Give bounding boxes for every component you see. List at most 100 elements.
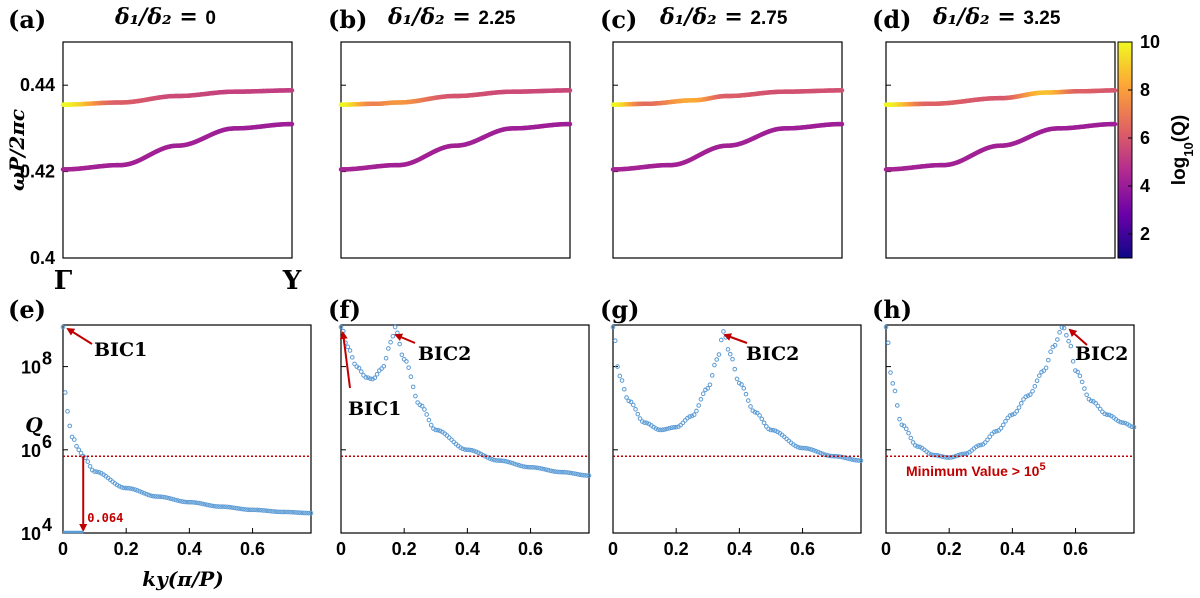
- q-data-point: [579, 472, 585, 478]
- q-data-point: [559, 469, 565, 475]
- panel-label-a: (a): [8, 5, 46, 34]
- q-data-point: [1043, 365, 1049, 371]
- q-data-point: [541, 466, 547, 472]
- q-data-point: [978, 442, 983, 448]
- q-data-point: [471, 448, 477, 454]
- q-data-point: [426, 417, 432, 423]
- colorbar: [1117, 41, 1133, 259]
- q-data-point: [374, 371, 380, 377]
- x-tick-label: 0.6: [240, 539, 265, 559]
- q-data-point: [164, 495, 170, 500]
- q-data-point: [994, 428, 999, 434]
- q-data-point: [510, 460, 515, 466]
- q-data-point: [809, 447, 814, 452]
- q-data-point: [584, 473, 590, 478]
- panel-label-f: (f): [328, 295, 361, 324]
- q-data-point: [743, 391, 749, 397]
- q-data-point: [624, 395, 629, 400]
- q-data-point: [917, 444, 923, 450]
- q-data-point: [85, 459, 91, 464]
- q-data-point: [730, 356, 735, 362]
- q-data-point: [523, 464, 529, 470]
- q-data-point: [1057, 330, 1062, 335]
- panel-label-e: (e): [8, 295, 46, 324]
- panel-label-h: (h): [872, 295, 912, 324]
- q-data-point: [496, 458, 502, 463]
- q-data-point: [748, 404, 753, 409]
- q-data-point: [1093, 400, 1098, 406]
- q-data-point: [566, 470, 572, 475]
- q-data-point: [822, 452, 828, 457]
- q-data-point: [764, 424, 769, 429]
- q-data-point: [894, 403, 900, 408]
- q-data-point: [612, 338, 618, 344]
- band-panel-c: [610, 41, 845, 259]
- q-data-point: [653, 426, 659, 431]
- q-data-point: [117, 483, 122, 489]
- q-data-point: [171, 497, 176, 502]
- q-data-point: [482, 454, 488, 459]
- q-data-point: [1075, 369, 1080, 375]
- q-data-point: [577, 472, 583, 478]
- q-data-point: [128, 486, 133, 491]
- q-data-point: [78, 450, 84, 456]
- q-data-point: [851, 457, 857, 463]
- q-data-point: [71, 437, 77, 442]
- q-data-point: [279, 509, 284, 515]
- q-data-point: [505, 459, 511, 465]
- q-data-point: [123, 485, 129, 491]
- q-data-point: [696, 403, 701, 408]
- q-data-point: [408, 374, 414, 380]
- q-data-point: [1097, 406, 1103, 412]
- q-data-point: [555, 469, 560, 475]
- x-tick-label: 0.4: [1000, 539, 1025, 559]
- q-data-point: [532, 465, 538, 470]
- q-data-point: [92, 469, 97, 474]
- q-data-point: [1030, 388, 1035, 394]
- q-data-point: [162, 494, 167, 500]
- q-data-point: [561, 469, 567, 475]
- q-data-point: [150, 493, 156, 499]
- q-data-point: [635, 411, 641, 417]
- q-data-point: [1064, 332, 1069, 338]
- q-data-point: [308, 510, 314, 516]
- q-data-point: [372, 375, 378, 381]
- q-data-point: [144, 491, 149, 497]
- title-b-value: 2.25: [478, 8, 515, 29]
- q-data-point: [539, 466, 544, 471]
- y-tick-label: 10: [21, 441, 41, 461]
- title-d-sym: δ₁/δ₂ =: [932, 4, 1023, 30]
- q-data-point: [198, 501, 203, 506]
- q-data-point: [159, 494, 165, 500]
- q-data-point: [926, 451, 932, 456]
- q-data-point: [615, 364, 620, 369]
- q-data-point: [516, 463, 522, 468]
- q-data-point: [417, 402, 423, 408]
- q-data-point: [892, 388, 898, 394]
- q-data-point: [467, 447, 472, 453]
- q-data-point: [908, 435, 914, 441]
- q-data-point: [913, 443, 918, 448]
- q-data-point: [404, 359, 409, 364]
- y-tick-exponent: 8: [42, 349, 52, 369]
- q-data-point: [1104, 412, 1110, 417]
- q-data-point: [209, 503, 215, 509]
- title-d-value: 3.25: [1023, 8, 1060, 29]
- q-data-point: [184, 499, 190, 505]
- q-data-point: [268, 508, 273, 514]
- q-data-point: [570, 471, 576, 476]
- q-data-point: [297, 510, 303, 516]
- q-data-point: [211, 503, 217, 509]
- q-data-point: [60, 324, 66, 330]
- q-data-point: [640, 419, 645, 424]
- q-data-point: [473, 449, 479, 455]
- q-data-point: [469, 448, 475, 453]
- q-data-point: [1037, 373, 1042, 378]
- q-data-point: [227, 504, 233, 510]
- min-k-label: 0.064: [87, 511, 123, 525]
- q-data-point: [568, 470, 574, 476]
- q-data-point: [732, 366, 738, 372]
- band-panel-d: [883, 41, 1118, 259]
- q-data-point: [633, 406, 638, 412]
- q-data-point: [768, 427, 774, 433]
